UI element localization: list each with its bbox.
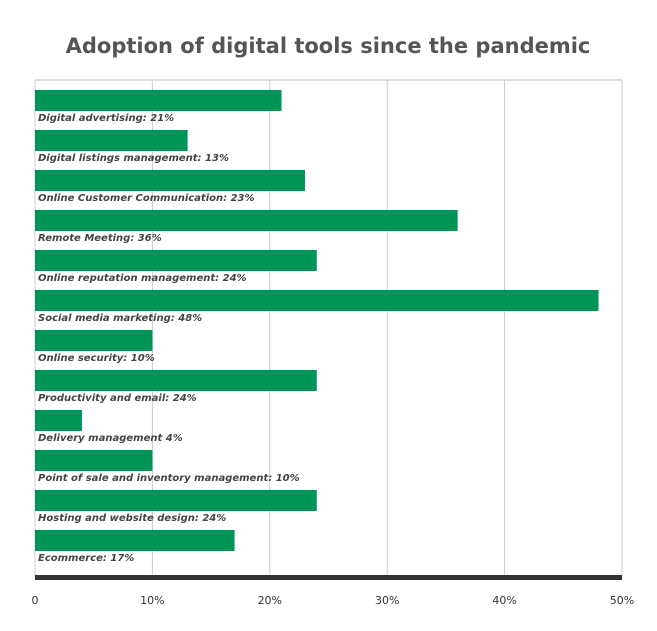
value-label: Hosting and website design: 24%: [38, 513, 226, 524]
bar: [35, 450, 153, 471]
value-label: Online security: 10%: [38, 353, 155, 364]
x-tick-label: 0: [32, 594, 39, 607]
x-tick-label: 30%: [375, 594, 399, 607]
value-label: Point of sale and inventory management: …: [38, 473, 300, 484]
bar: [35, 250, 317, 271]
value-label: Remote Meeting: 36%: [38, 233, 162, 244]
bar: [35, 530, 235, 551]
x-tick-label: 40%: [492, 594, 516, 607]
x-tick-label: 20%: [258, 594, 282, 607]
value-label: Social media marketing: 48%: [38, 313, 202, 324]
bar: [35, 290, 599, 311]
value-label: Digital advertising: 21%: [38, 113, 174, 124]
x-tick-label: 10%: [140, 594, 164, 607]
x-axis: [35, 575, 622, 580]
bar: [35, 370, 317, 391]
bar: [35, 170, 306, 191]
value-label: Ecommerce: 17%: [38, 553, 134, 564]
value-label: Online Customer Communication: 23%: [38, 193, 255, 204]
value-label: Digital listings management: 13%: [38, 153, 229, 164]
bar: [35, 330, 153, 351]
value-label: Delivery management 4%: [38, 433, 183, 444]
bar: [35, 210, 458, 231]
x-tick-label: 50%: [610, 594, 634, 607]
chart-title: Adoption of digital tools since the pand…: [66, 34, 591, 58]
value-label: Online reputation management: 24%: [38, 273, 247, 284]
bar: [35, 130, 188, 151]
bar: [35, 90, 282, 111]
bar: [35, 490, 317, 511]
value-label: Productivity and email: 24%: [38, 393, 197, 404]
bar: [35, 410, 82, 431]
